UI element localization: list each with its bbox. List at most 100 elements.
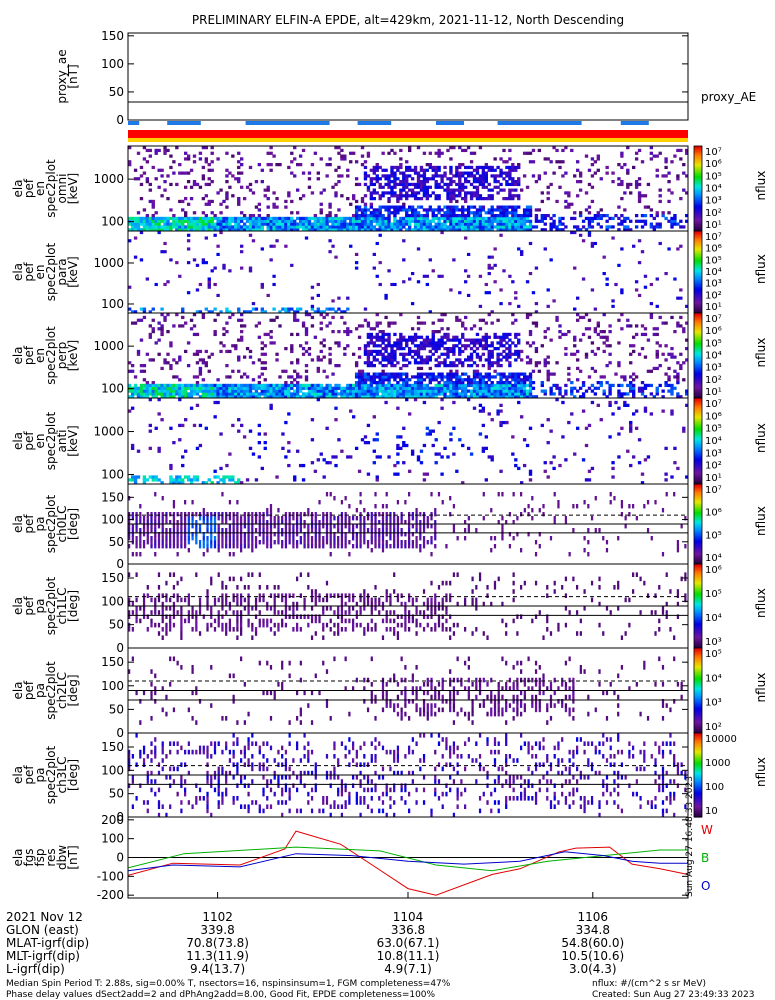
spectrogram-cell <box>416 222 421 226</box>
spectrogram-cell <box>278 324 282 328</box>
spectrogram-cell <box>469 389 474 393</box>
colorbar-segment <box>694 262 702 265</box>
spectrogram-cell <box>204 219 208 223</box>
spectrogram-cell <box>676 395 680 399</box>
pitch-angle-cell <box>232 536 235 541</box>
spectrogram-cell <box>440 375 444 379</box>
pitch-angle-cell <box>277 508 280 513</box>
pitch-angle-cell <box>135 528 138 533</box>
spectrogram-cell <box>396 182 400 187</box>
spectrogram-cell <box>679 296 683 300</box>
spectrogram-cell <box>260 386 264 390</box>
colorbar-segment <box>694 281 702 284</box>
spectrogram-cell <box>281 307 285 311</box>
spectrogram-cell <box>428 163 432 167</box>
spectrogram-cell <box>384 349 388 354</box>
spectrogram-cell <box>508 211 512 215</box>
spectrogram-cell <box>425 208 430 212</box>
spectrogram-cell <box>136 222 141 226</box>
spectrogram-cell <box>198 358 203 362</box>
spectrogram-cell <box>646 455 651 459</box>
spectrogram-cell <box>567 202 571 206</box>
spectrogram-cell <box>287 375 291 379</box>
colorbar-tick-label: 10⁴ <box>705 184 722 195</box>
spectrogram-cell <box>416 315 421 320</box>
spectrogram-cell <box>608 392 612 396</box>
spectrogram-cell <box>593 369 598 373</box>
spectrogram-cell <box>428 429 432 433</box>
spectrogram-cell <box>428 219 432 223</box>
spectrogram-cell <box>136 389 141 393</box>
colorbar-segment <box>694 209 702 212</box>
pitch-angle-cell <box>251 548 254 553</box>
spectrogram-cell <box>396 389 400 393</box>
spectrogram-cell <box>157 168 161 172</box>
spectrogram-cell <box>452 400 456 405</box>
spectrogram-cell <box>525 208 530 212</box>
spectrogram-cell <box>428 392 432 396</box>
spectrogram-cell <box>623 378 627 382</box>
spectrogram-cell <box>142 208 147 212</box>
spectrogram-cell <box>508 302 512 306</box>
spectrogram-cell <box>408 335 412 339</box>
spectrogram-cell <box>425 191 430 195</box>
spectrogram-cell <box>375 352 379 356</box>
spectrogram-cell <box>434 165 438 170</box>
spectrogram-cell <box>567 366 571 371</box>
spectrogram-cell <box>393 214 397 218</box>
spectrogram-cell <box>466 165 471 170</box>
spectrogram-cell <box>225 463 229 468</box>
pitch-angle-map-5 <box>128 492 687 557</box>
spectrogram-cell <box>511 194 515 198</box>
spectrogram-cell <box>260 347 264 351</box>
spectrogram-4 <box>128 398 689 485</box>
spectrogram-cell <box>637 177 642 181</box>
pitch-angle-cell <box>184 528 187 533</box>
spectrogram-cell <box>154 222 158 226</box>
spectrogram-cell <box>593 330 598 334</box>
spectrogram-cell <box>478 386 483 390</box>
spectrogram-cell <box>446 197 450 201</box>
spectrogram-cell <box>381 185 385 189</box>
spectrogram-cell <box>472 395 477 399</box>
spectrogram-cell <box>301 321 306 325</box>
spectrogram-cell <box>629 423 633 428</box>
spectrogram-cell <box>493 386 497 390</box>
spectrogram-cell <box>393 228 397 232</box>
spectrogram-cell <box>626 383 630 388</box>
spectrogram-cell <box>207 282 211 287</box>
pitch-angle-cell <box>251 540 254 545</box>
spectrogram-cell <box>207 202 211 206</box>
colorbar-segment <box>694 285 702 288</box>
spectrogram-cell <box>372 335 376 339</box>
colorbar-segment <box>694 345 702 348</box>
spectrogram-cell <box>461 321 465 325</box>
spectrogram-cell <box>425 222 430 226</box>
spectrogram-cell <box>334 219 338 223</box>
spectrogram-cell <box>175 481 179 485</box>
colorbar-segment <box>694 248 702 251</box>
spectrogram-cell <box>263 395 267 399</box>
spectrogram-cell <box>375 177 379 181</box>
spectrogram-cell <box>540 219 544 223</box>
spectrogram-cell <box>508 338 512 342</box>
colorbar-segment <box>694 469 702 472</box>
spectrogram-cell <box>437 219 441 223</box>
spectrogram-cell <box>617 163 621 167</box>
spectrogram-cell <box>393 341 397 345</box>
spectrogram-cell <box>178 389 182 393</box>
spectrogram-cell <box>484 165 488 170</box>
spectrogram-cell <box>652 395 656 399</box>
spectrogram-cell <box>416 185 421 189</box>
spectrogram-cell <box>213 318 217 322</box>
spectrogram-cell <box>682 163 686 167</box>
spectrogram-cell <box>419 355 424 359</box>
spectrogram-cell <box>154 211 158 215</box>
spectrogram-cell <box>189 392 194 396</box>
spectrogram-cell <box>263 366 267 371</box>
pitch-angle-cell <box>146 540 149 545</box>
pitch-angle-cell <box>236 524 239 529</box>
spectrogram-cell <box>587 335 592 339</box>
spectrogram-cell <box>667 366 671 371</box>
spectrogram-cell <box>390 375 394 379</box>
